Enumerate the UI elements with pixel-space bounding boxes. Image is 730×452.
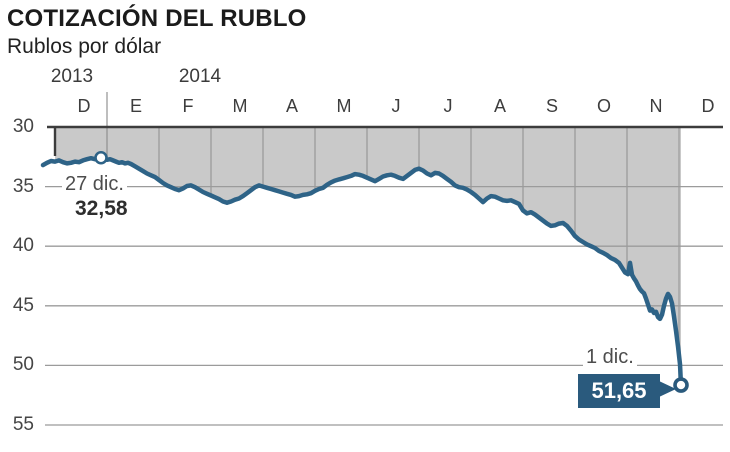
month-label: A	[493, 96, 507, 116]
y-tick-label: 50	[12, 354, 34, 376]
y-tick-label: 45	[12, 294, 34, 316]
badge-pointer-arrow	[659, 381, 676, 397]
month-label: E	[129, 96, 143, 116]
month-label: J	[443, 96, 453, 116]
month-label: A	[285, 96, 299, 116]
annotation-end-date: 1 dic.	[583, 346, 637, 369]
month-label: D	[701, 96, 715, 116]
chart-title: COTIZACIÓN DEL RUBLO	[7, 5, 307, 32]
end-point-marker	[673, 377, 689, 393]
month-label: J	[391, 96, 401, 116]
end-value-badge: 51,65	[578, 374, 660, 408]
y-tick-label: 35	[12, 175, 34, 197]
y-tick-label: 30	[12, 116, 34, 137]
month-label: M	[336, 96, 352, 116]
year-label: 2014	[178, 66, 222, 87]
start-point-marker	[94, 150, 108, 165]
month-label: M	[232, 96, 248, 116]
rate-line	[40, 155, 684, 388]
axis-frame	[47, 125, 723, 156]
month-label: O	[596, 96, 612, 116]
month-label: S	[545, 96, 559, 116]
annotation-start-date: 27 dic.	[62, 173, 127, 196]
annotation-start-value: 32,58	[72, 197, 131, 221]
y-tick-label: 55	[12, 414, 34, 435]
chart-subtitle: Rublos por dólar	[7, 35, 162, 58]
y-tick-label: 40	[12, 235, 34, 257]
month-label: D	[77, 96, 91, 116]
month-label: F	[182, 96, 194, 116]
year-label: 2013	[50, 66, 94, 87]
month-label: N	[649, 96, 663, 116]
